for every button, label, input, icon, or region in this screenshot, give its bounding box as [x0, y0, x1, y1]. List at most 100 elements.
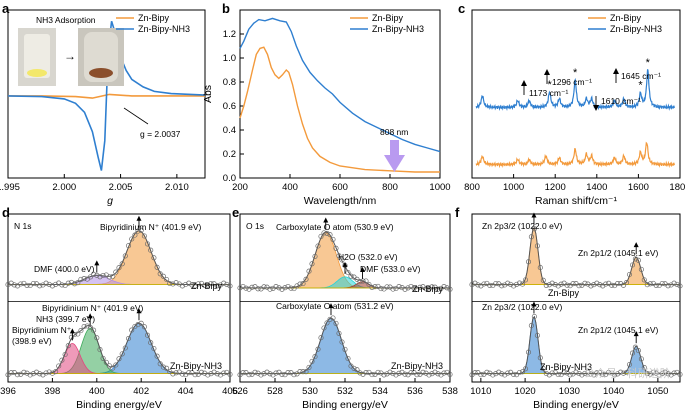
x-tick-label-c-4: 1600 [628, 182, 649, 193]
x-tick-label-f-2: 1030 [559, 386, 580, 397]
y-ticks-b: 0.0 0.2 0.4 0.6 0.8 1.0 1.2 [223, 29, 244, 184]
series-line-b-1 [239, 17, 441, 153]
data-point-d-1-20 [37, 371, 43, 377]
spectra-group-d [5, 215, 233, 378]
peak-arrowhead-e-0-2 [360, 266, 365, 272]
data-point-e-1-40 [297, 369, 303, 375]
data-point-d-1-62 [103, 359, 109, 365]
asterisk-0: * [547, 79, 552, 91]
data-point-f-0-30 [514, 281, 520, 287]
data-point-f-0-24 [505, 280, 511, 286]
component-f-0-1 [472, 257, 680, 286]
data-point-f-1-100 [618, 369, 624, 375]
data-point-e-1-88 [369, 372, 375, 378]
data-point-f-0-12 [487, 282, 493, 288]
data-point-d-1-104 [170, 371, 176, 377]
panel-label-f: f [455, 205, 460, 220]
x-ticks-e: 526 528 530 532 534 536 538 [232, 378, 458, 397]
data-point-d-1-38 [65, 343, 71, 349]
x-axis-label-b: Wavelength/nm [304, 195, 377, 207]
data-point-f-0-72 [576, 283, 582, 289]
data-point-e-0-136 [441, 284, 447, 290]
data-point-e-0-50 [312, 253, 318, 259]
data-point-e-0-42 [300, 281, 306, 287]
peak-arrowhead-e-1-0 [328, 303, 334, 309]
data-point-e-0-88 [369, 284, 375, 290]
data-point-d-0-12 [24, 282, 30, 288]
data-point-f-1-50 [543, 370, 549, 377]
x-tick-label-d-3: 402 [133, 386, 149, 397]
plot-frame-b [239, 9, 441, 179]
x-tick-label-c-0: 800 [464, 182, 480, 193]
data-point-e-0-106 [396, 284, 402, 290]
data-point-e-0-8 [249, 284, 255, 290]
label-f-1-0: Zn 2p3/2 (1022.0 eV) [482, 302, 563, 312]
data-point-f-1-38 [525, 349, 532, 355]
data-point-e-0-84 [363, 278, 369, 284]
data-point-f-0-104 [623, 280, 630, 286]
label-d-0-0: Bipyridinium N⁺ (401.9 eV) [100, 222, 202, 232]
data-point-f-0-64 [564, 282, 570, 288]
data-point-e-0-12 [255, 286, 261, 292]
data-point-f-1-118 [644, 371, 650, 377]
data-point-f-0-4 [475, 282, 481, 288]
x-ticks-d: 396 398 400 402 404 406 [0, 378, 238, 397]
data-point-e-0-26 [276, 285, 282, 291]
x-tick-label-f-0: 1010 [470, 386, 491, 397]
data-point-d-1-88 [144, 332, 151, 338]
panel-c: c 800 1000 1200 1400 1600 1800 Raman shift/cm… [458, 1, 685, 207]
legend-label-c-1: Zn-Bipy-NH3 [610, 24, 662, 34]
label-e-1-0: Carboxylate O atom (531.2 eV) [276, 301, 394, 311]
data-point-e-1-2 [240, 370, 246, 376]
data-point-d-0-82 [135, 228, 141, 234]
data-point-d-1-70 [116, 356, 122, 362]
data-point-e-0-32 [285, 283, 291, 290]
data-point-d-1-126 [205, 372, 211, 378]
data-point-f-1-84 [594, 370, 600, 376]
data-point-e-0-110 [402, 286, 408, 292]
data-point-d-1-106 [173, 370, 179, 376]
data-point-e-1-20 [267, 371, 273, 377]
series-group-c [475, 69, 676, 169]
data-point-d-0-18 [33, 281, 40, 287]
data-point-e-1-136 [441, 370, 447, 376]
data-point-d-1-2 [8, 370, 14, 376]
x-ticks-f: 1010 1020 1030 1040 1050 [470, 378, 668, 397]
data-point-f-1-18 [496, 369, 502, 375]
peak-arrowhead-d-1-1 [87, 313, 93, 319]
x-axis-label-f: Binding energy/eV [533, 399, 619, 411]
data-point-d-0-74 [122, 253, 128, 259]
data-point-d-1-18 [33, 369, 40, 375]
data-point-e-1-28 [279, 371, 285, 377]
data-point-f-0-76 [582, 280, 588, 286]
spectrum-name-d-1: Zn-Bipy-NH3 [170, 361, 222, 371]
data-point-d-0-80 [132, 232, 138, 238]
data-point-d-0-116 [189, 282, 195, 288]
data-point-f-1-14 [490, 372, 496, 378]
y-axis-label-b: Abs [202, 85, 214, 103]
data-point-e-1-92 [375, 369, 381, 375]
data-point-d-1-44 [75, 331, 81, 337]
data-point-d-0-120 [195, 281, 201, 287]
data-point-d-1-78 [129, 327, 135, 333]
x-tick-label-b-2: 600 [332, 182, 348, 193]
data-point-e-0-28 [279, 286, 285, 292]
data-point-f-0-128 [659, 280, 665, 287]
x-tick-label-a-2: 2.005 [109, 182, 133, 193]
peak-arrowhead-e-0-0 [323, 217, 329, 223]
annotation-c-1: 1296 cm⁻¹ [552, 77, 592, 87]
data-point-e-1-96 [381, 372, 387, 378]
plot-frame-d [7, 213, 231, 383]
data-point-d-0-70 [116, 265, 122, 271]
x-tick-label-a-3: 2.010 [165, 182, 189, 193]
data-point-e-1-140 [447, 371, 453, 377]
data-point-f-1-42 [531, 313, 537, 320]
data-point-e-1-6 [246, 372, 252, 378]
asterisk-2: * [638, 79, 643, 91]
data-point-e-1-70 [342, 346, 348, 352]
x-tick-label-f-4: 1050 [647, 386, 668, 397]
data-point-f-1-62 [561, 369, 567, 376]
data-point-d-0-60 [100, 272, 106, 279]
data-point-e-1-16 [261, 371, 267, 377]
data-point-e-0-108 [399, 285, 405, 291]
